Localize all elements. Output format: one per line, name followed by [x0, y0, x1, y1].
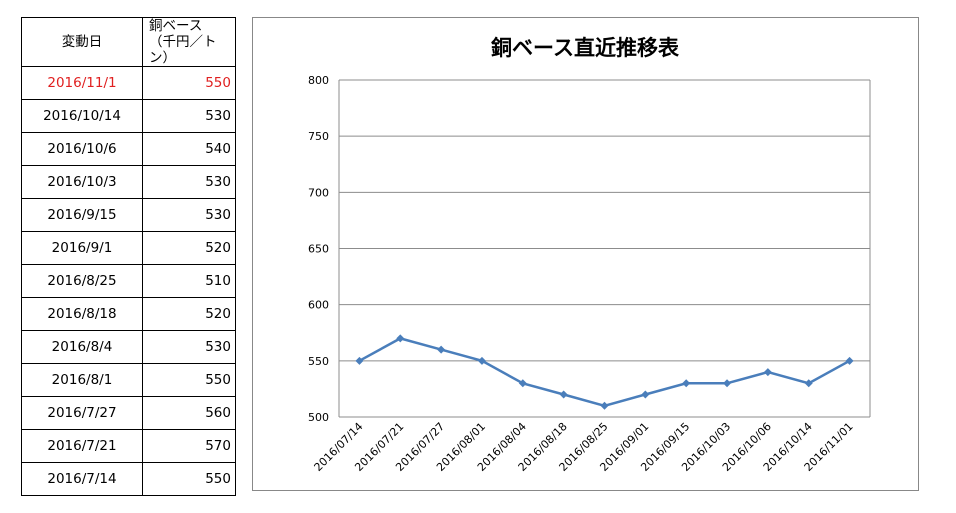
row-value: 530 [142, 165, 236, 199]
y-tick-label: 650 [308, 243, 329, 256]
header-price: 銅ベース （千円／トン） [142, 17, 236, 67]
row-date: 2016/10/3 [21, 165, 143, 199]
row-date: 2016/8/25 [21, 264, 143, 298]
data-point [682, 379, 691, 388]
header-price-line2: （千円／トン） [149, 34, 217, 66]
header-price-line1: 銅ベース [149, 18, 203, 34]
data-point [559, 390, 568, 399]
table-row: 2016/9/15 530 [21, 198, 236, 232]
table-row: 2016/10/14 530 [21, 99, 236, 133]
data-point [600, 401, 609, 410]
data-point [396, 334, 405, 343]
row-value: 530 [142, 330, 236, 364]
line-chart: 銅ベース直近推移表 500 550 600 650 700 750 800 2016/07/… [308, 36, 871, 474]
series-price [355, 334, 854, 410]
y-tick-labels: 500 550 600 650 700 750 800 [308, 74, 329, 424]
data-point [437, 345, 446, 354]
table-row: 2016/7/27 560 [21, 396, 236, 430]
y-tick-label: 800 [308, 74, 329, 87]
x-tick-labels: 2016/07/142016/07/212016/07/272016/08/01… [312, 420, 856, 474]
y-tick-label: 700 [308, 186, 329, 199]
row-date: 2016/7/14 [21, 462, 143, 496]
row-date: 2016/9/15 [21, 198, 143, 232]
table-row: 2016/8/18 520 [21, 297, 236, 331]
chart-title: 銅ベース直近推移表 [491, 36, 680, 60]
table-row: 2016/10/3 530 [21, 165, 236, 199]
row-date: 2016/10/14 [21, 99, 143, 133]
row-value: 550 [142, 363, 236, 397]
row-date: 2016/9/1 [21, 231, 143, 265]
row-date: 2016/8/1 [21, 363, 143, 397]
row-value: 560 [142, 396, 236, 430]
row-date: 2016/7/21 [21, 429, 143, 463]
row-value: 540 [142, 132, 236, 166]
row-value: 550 [142, 462, 236, 496]
row-value: 570 [142, 429, 236, 463]
series-line [358, 337, 851, 408]
y-tick-label: 600 [308, 299, 329, 312]
table-row: 2016/7/21 570 [21, 429, 236, 463]
price-table: 変動日 銅ベース （千円／トン） 2016/11/1 550 2016/10/14 5… [21, 17, 236, 496]
row-date: 2016/11/1 [21, 66, 143, 100]
row-date: 2016/10/6 [21, 132, 143, 166]
table-row: 2016/11/1 550 [21, 66, 236, 100]
row-value: 520 [142, 297, 236, 331]
row-value: 550 [142, 66, 236, 100]
table-row: 2016/8/1 550 [21, 363, 236, 397]
row-date: 2016/8/18 [21, 297, 143, 331]
grid-lines [338, 79, 871, 418]
row-date: 2016/8/4 [21, 330, 143, 364]
row-value: 530 [142, 99, 236, 133]
table-row: 2016/7/14 550 [21, 462, 236, 496]
chart-area: 銅ベース直近推移表 500 550 600 650 700 750 800 2016/07/… [252, 17, 919, 491]
table-row: 2016/9/1 520 [21, 231, 236, 265]
data-point [804, 379, 813, 388]
table-row: 2016/8/4 530 [21, 330, 236, 364]
header-date: 変動日 [21, 17, 143, 67]
row-value: 520 [142, 231, 236, 265]
y-tick-label: 550 [308, 355, 329, 368]
data-point [477, 356, 486, 365]
row-value: 530 [142, 198, 236, 232]
y-tick-label: 500 [308, 411, 329, 424]
row-value: 510 [142, 264, 236, 298]
data-point [641, 390, 650, 399]
data-point [518, 379, 527, 388]
row-date: 2016/7/27 [21, 396, 143, 430]
data-point [845, 356, 854, 365]
y-tick-label: 750 [308, 130, 329, 143]
data-point [355, 356, 364, 365]
data-point [763, 368, 772, 377]
table-row: 2016/8/25 510 [21, 264, 236, 298]
data-point [723, 379, 732, 388]
table-row: 2016/10/6 540 [21, 132, 236, 166]
table-header-row: 変動日 銅ベース （千円／トン） [21, 17, 236, 67]
